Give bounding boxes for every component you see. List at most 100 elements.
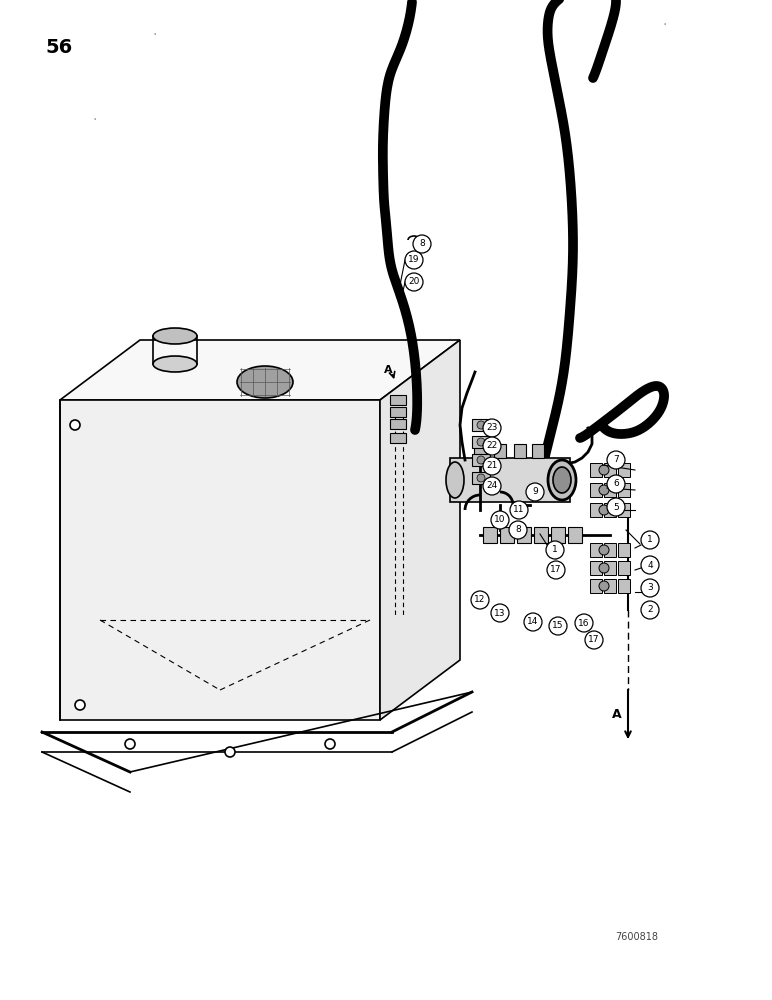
Circle shape: [599, 505, 609, 515]
Text: 23: 23: [486, 424, 498, 432]
Text: 2: 2: [647, 605, 653, 614]
FancyBboxPatch shape: [604, 543, 616, 557]
Text: 19: 19: [408, 255, 420, 264]
Text: 1: 1: [552, 546, 558, 554]
Text: 21: 21: [486, 462, 498, 471]
Text: 6: 6: [613, 480, 619, 488]
Text: 56: 56: [45, 38, 73, 57]
FancyBboxPatch shape: [534, 527, 548, 543]
Text: 14: 14: [527, 617, 539, 626]
Text: 17: 17: [550, 566, 562, 574]
Text: ·: ·: [663, 18, 667, 32]
Circle shape: [641, 531, 659, 549]
Ellipse shape: [477, 474, 485, 482]
Text: 5: 5: [613, 502, 619, 512]
Ellipse shape: [553, 467, 571, 493]
Ellipse shape: [446, 462, 464, 498]
FancyBboxPatch shape: [551, 527, 565, 543]
Circle shape: [607, 451, 625, 469]
FancyBboxPatch shape: [590, 579, 602, 593]
FancyBboxPatch shape: [390, 419, 406, 429]
FancyBboxPatch shape: [568, 527, 582, 543]
Circle shape: [509, 521, 527, 539]
FancyBboxPatch shape: [450, 458, 570, 502]
Ellipse shape: [153, 356, 197, 372]
FancyBboxPatch shape: [474, 444, 486, 458]
Polygon shape: [60, 400, 380, 720]
FancyBboxPatch shape: [618, 483, 630, 497]
Text: ·: ·: [153, 28, 157, 42]
Text: 8: 8: [419, 239, 425, 248]
Polygon shape: [60, 340, 460, 400]
FancyBboxPatch shape: [604, 579, 616, 593]
Circle shape: [607, 475, 625, 493]
Circle shape: [225, 747, 235, 757]
Circle shape: [483, 457, 501, 475]
FancyBboxPatch shape: [604, 463, 616, 477]
Circle shape: [491, 604, 509, 622]
Circle shape: [483, 437, 501, 455]
Text: 7: 7: [613, 456, 619, 464]
FancyBboxPatch shape: [483, 527, 497, 543]
FancyBboxPatch shape: [472, 419, 490, 431]
FancyBboxPatch shape: [472, 472, 490, 484]
Text: 20: 20: [408, 277, 420, 286]
Circle shape: [641, 601, 659, 619]
FancyBboxPatch shape: [514, 444, 526, 458]
Circle shape: [641, 556, 659, 574]
Circle shape: [413, 235, 431, 253]
FancyBboxPatch shape: [500, 527, 514, 543]
Ellipse shape: [548, 460, 576, 500]
Text: 7600818: 7600818: [615, 932, 658, 942]
Circle shape: [641, 579, 659, 597]
FancyBboxPatch shape: [517, 527, 531, 543]
FancyBboxPatch shape: [390, 407, 406, 417]
Ellipse shape: [153, 328, 197, 344]
Polygon shape: [380, 340, 460, 720]
Circle shape: [325, 739, 335, 749]
Circle shape: [405, 251, 423, 269]
Circle shape: [549, 617, 567, 635]
FancyBboxPatch shape: [604, 561, 616, 575]
FancyBboxPatch shape: [494, 444, 506, 458]
Text: 3: 3: [647, 584, 653, 592]
Circle shape: [524, 613, 542, 631]
Text: 16: 16: [578, 618, 590, 628]
Circle shape: [75, 700, 85, 710]
FancyBboxPatch shape: [618, 561, 630, 575]
Text: 13: 13: [494, 608, 506, 617]
FancyBboxPatch shape: [472, 454, 490, 466]
Circle shape: [491, 511, 509, 529]
Circle shape: [599, 563, 609, 573]
Circle shape: [599, 581, 609, 591]
Text: 11: 11: [513, 506, 525, 514]
Circle shape: [607, 498, 625, 516]
Ellipse shape: [477, 421, 485, 429]
Circle shape: [585, 631, 603, 649]
Circle shape: [575, 614, 593, 632]
FancyBboxPatch shape: [390, 395, 406, 405]
FancyBboxPatch shape: [532, 444, 544, 458]
Ellipse shape: [477, 438, 485, 446]
Circle shape: [405, 273, 423, 291]
Circle shape: [526, 483, 544, 501]
Text: 4: 4: [647, 560, 653, 570]
Text: 22: 22: [486, 442, 498, 450]
Ellipse shape: [477, 456, 485, 464]
Circle shape: [547, 561, 565, 579]
FancyBboxPatch shape: [604, 503, 616, 517]
Circle shape: [510, 501, 528, 519]
FancyBboxPatch shape: [590, 503, 602, 517]
Text: A: A: [612, 708, 621, 722]
FancyBboxPatch shape: [390, 433, 406, 443]
Text: 24: 24: [486, 482, 498, 490]
Circle shape: [599, 465, 609, 475]
FancyBboxPatch shape: [618, 543, 630, 557]
Circle shape: [483, 419, 501, 437]
Circle shape: [483, 477, 501, 495]
Circle shape: [599, 545, 609, 555]
FancyBboxPatch shape: [590, 561, 602, 575]
Text: 9: 9: [532, 488, 538, 496]
Ellipse shape: [237, 366, 293, 398]
Circle shape: [125, 739, 135, 749]
